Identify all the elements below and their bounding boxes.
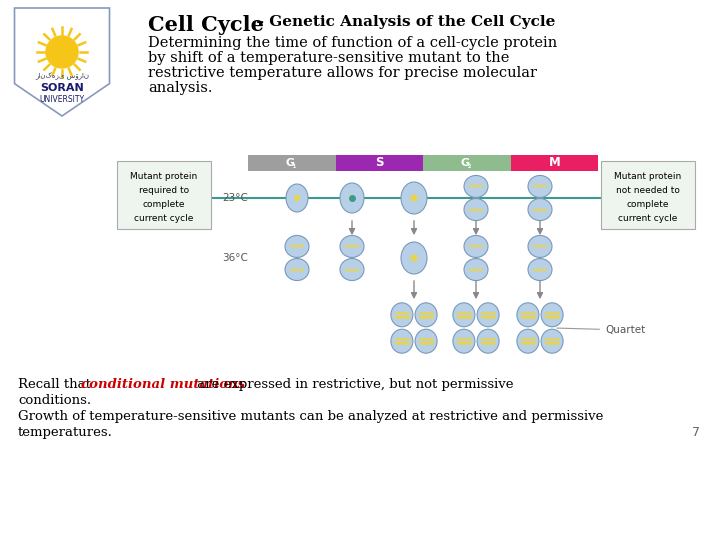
Circle shape	[46, 36, 78, 68]
Text: S: S	[375, 157, 384, 170]
Text: analysis.: analysis.	[148, 81, 212, 95]
Ellipse shape	[477, 329, 499, 353]
Bar	[336, 155, 423, 171]
Ellipse shape	[401, 242, 427, 274]
Ellipse shape	[285, 235, 309, 258]
Ellipse shape	[285, 259, 309, 281]
Text: conditional mutations: conditional mutations	[81, 378, 246, 391]
Text: Cell Cycle: Cell Cycle	[148, 15, 264, 35]
Text: – Genetic Analysis of the Cell Cycle: – Genetic Analysis of the Cell Cycle	[251, 15, 555, 29]
Bar	[423, 155, 510, 171]
Ellipse shape	[453, 303, 475, 327]
Text: required to: required to	[139, 186, 189, 195]
Ellipse shape	[340, 235, 364, 258]
Text: 23°C: 23°C	[222, 193, 248, 203]
Text: Mutant protein: Mutant protein	[614, 172, 682, 181]
Bar	[248, 155, 336, 171]
Text: restrictive temperature allows for precise molecular: restrictive temperature allows for preci…	[148, 66, 537, 80]
Circle shape	[294, 195, 300, 200]
Ellipse shape	[517, 303, 539, 327]
Ellipse shape	[453, 329, 475, 353]
Text: temperatures.: temperatures.	[18, 426, 113, 439]
Text: current cycle: current cycle	[135, 214, 194, 223]
Text: G: G	[460, 158, 469, 168]
Ellipse shape	[528, 235, 552, 258]
Ellipse shape	[391, 303, 413, 327]
Text: Recall that: Recall that	[18, 378, 95, 391]
Ellipse shape	[401, 182, 427, 214]
Circle shape	[349, 195, 355, 201]
Ellipse shape	[464, 235, 488, 258]
Text: Quartet: Quartet	[557, 325, 645, 335]
FancyBboxPatch shape	[117, 161, 211, 229]
Text: M: M	[549, 157, 560, 170]
FancyBboxPatch shape	[601, 161, 695, 229]
Ellipse shape	[528, 199, 552, 220]
Text: 7: 7	[692, 426, 700, 439]
Text: UNIVERSITY: UNIVERSITY	[40, 96, 84, 105]
Text: complete: complete	[626, 200, 670, 209]
Text: ₂: ₂	[468, 160, 472, 170]
Circle shape	[411, 195, 417, 201]
Ellipse shape	[464, 199, 488, 220]
Ellipse shape	[528, 259, 552, 281]
Circle shape	[411, 255, 417, 261]
Ellipse shape	[541, 329, 563, 353]
Bar	[510, 155, 598, 171]
Ellipse shape	[517, 329, 539, 353]
Ellipse shape	[415, 329, 437, 353]
Text: Growth of temperature-sensitive mutants can be analyzed at restrictive and permi: Growth of temperature-sensitive mutants …	[18, 410, 603, 423]
Text: complete: complete	[143, 200, 185, 209]
Text: current cycle: current cycle	[618, 214, 678, 223]
Ellipse shape	[464, 176, 488, 198]
Text: are expressed in restrictive, but not permissive: are expressed in restrictive, but not pe…	[193, 378, 513, 391]
Ellipse shape	[340, 183, 364, 213]
Text: SORAN: SORAN	[40, 83, 84, 93]
Ellipse shape	[391, 329, 413, 353]
Ellipse shape	[477, 303, 499, 327]
Text: Mutant protein: Mutant protein	[130, 172, 197, 181]
Ellipse shape	[286, 184, 308, 212]
Text: by shift of a temperature-sensitive mutant to the: by shift of a temperature-sensitive muta…	[148, 51, 509, 65]
Ellipse shape	[415, 303, 437, 327]
Text: Determining the time of function of a cell-cycle protein: Determining the time of function of a ce…	[148, 36, 557, 50]
Ellipse shape	[464, 259, 488, 281]
Text: ₁: ₁	[293, 160, 297, 170]
Text: G: G	[285, 158, 294, 168]
Text: 36°C: 36°C	[222, 253, 248, 263]
Ellipse shape	[528, 176, 552, 198]
Text: not needed to: not needed to	[616, 186, 680, 195]
Ellipse shape	[340, 259, 364, 281]
Ellipse shape	[541, 303, 563, 327]
Text: رانکەزی سۆران: رانکەزی سۆران	[35, 72, 89, 80]
Text: conditions.: conditions.	[18, 394, 91, 407]
Polygon shape	[14, 8, 109, 116]
